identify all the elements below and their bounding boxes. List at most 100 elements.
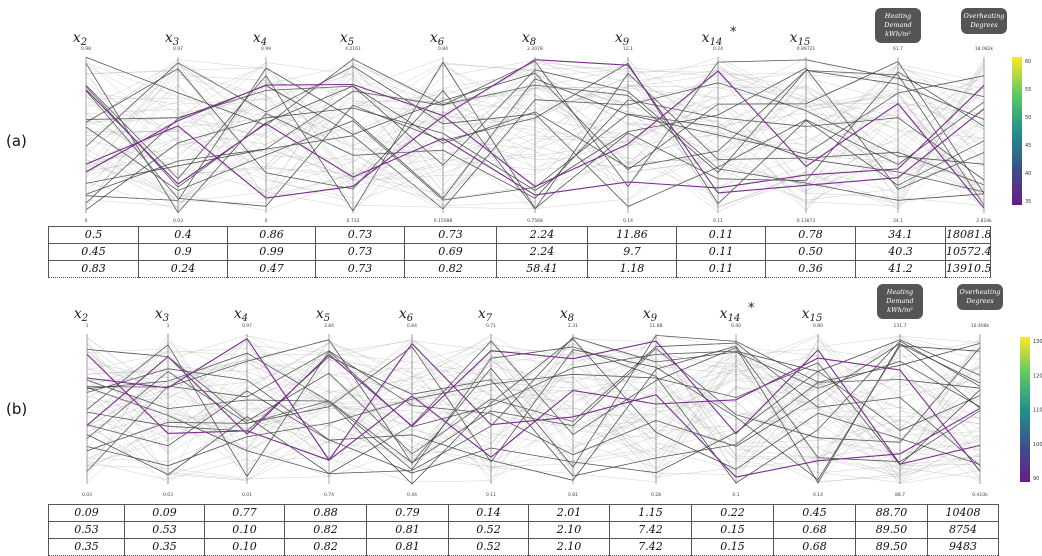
axis-top-tick: 0.97	[242, 323, 252, 329]
axis-title: x6	[430, 30, 445, 48]
solution-line	[86, 334, 981, 461]
axis-title: x15	[790, 30, 811, 48]
axis-top-tick: 3.84	[324, 323, 334, 329]
axis-title: x7	[478, 306, 493, 324]
solution-line	[86, 343, 981, 459]
table-cell: 10408	[927, 504, 999, 522]
table-cell: 0.4	[138, 226, 228, 244]
solution-line	[86, 334, 981, 469]
solution-line	[86, 339, 981, 478]
solution-line	[86, 348, 981, 481]
axis-title: x8	[560, 306, 574, 324]
output-label-line: Degrees	[965, 297, 994, 305]
axis-bottom-tick: 0.7568	[527, 218, 543, 224]
axis-title: x3	[155, 306, 169, 324]
axis-title: x15	[802, 306, 823, 324]
axis-top-tick: 61.7	[893, 46, 903, 52]
solution-line	[86, 338, 981, 485]
solution-line	[86, 353, 981, 475]
table-cell: 0.36	[765, 260, 856, 278]
axis-bottom-tick: 0.74	[324, 492, 334, 498]
table-row: 0.35 0.35 0.10 0.82 0.81 0.52 2.10 7.42 0.15 0.68…	[48, 538, 999, 556]
table-cell: 1.15	[609, 504, 692, 522]
solution-line	[86, 336, 981, 466]
axis-bottom-tick: 0.11	[713, 218, 723, 224]
axis-x5: x53.84 0.74	[316, 306, 334, 498]
table-cell: 0.79	[366, 504, 449, 522]
table-cell: 40.3	[855, 243, 946, 261]
colorbar-tick: 90	[1033, 476, 1039, 482]
table-cell: 0.9	[138, 243, 228, 261]
table-cell: 0.11	[676, 226, 766, 244]
axis-bottom-tick: 0.732	[347, 218, 360, 224]
table-cell: 0.82	[284, 521, 367, 539]
table-cell: 7.42	[609, 538, 692, 556]
axis-top-tick: 0.99	[261, 46, 271, 52]
table-cell: 0.81	[366, 538, 449, 556]
axis-bottom-tick: 0.11	[486, 492, 496, 498]
colorbar-tick: 120	[1033, 373, 1042, 379]
solution-line	[86, 345, 981, 481]
axis-bottom-tick: 0.410k	[972, 492, 988, 498]
table-cell: 0.45	[773, 504, 856, 522]
solution-line	[86, 340, 981, 459]
table-cell: 9.7	[587, 243, 677, 261]
table-cell: 0.15	[691, 521, 774, 539]
table-cell: 0.81	[366, 521, 449, 539]
table-cell: 2.01	[528, 504, 610, 522]
solution-line	[86, 334, 981, 477]
table-cell: 0.68	[773, 538, 856, 556]
table-cell: 13910.5	[945, 260, 991, 278]
table-cell: 0.78	[765, 226, 856, 244]
table-cell: 89.50	[855, 521, 928, 539]
solution-line	[86, 348, 981, 471]
solution-line	[86, 353, 981, 476]
output-label-line: Heating	[884, 12, 911, 20]
table-cell: 0.88	[284, 504, 367, 522]
solution-line	[86, 337, 981, 480]
colorbar: 130 120 110 100 90	[1020, 337, 1042, 482]
table-cell: 9483	[927, 538, 999, 556]
axis-top-tick: 0.97	[173, 46, 183, 52]
table-cell: 0.5	[48, 226, 139, 244]
solution-line	[86, 335, 981, 479]
axis-title: x8	[522, 30, 536, 48]
panel-b: (b) x2 1 0.03 x3 1 0.03 x4 0.97 0.01 x5 3.84 0.74 x6…	[0, 282, 1042, 556]
solution-line	[86, 348, 981, 483]
colorbar-tick: 130	[1033, 339, 1042, 345]
solution-line	[86, 342, 981, 478]
table-cell: 0.50	[765, 243, 856, 261]
solution-line	[86, 341, 981, 474]
solution-line	[86, 362, 981, 467]
axis-top-tick: 1	[86, 323, 89, 329]
table-cell: 0.83	[48, 260, 139, 278]
table-cell: 89.50	[855, 538, 928, 556]
solution-line	[86, 356, 981, 485]
table-cell: 0.10	[204, 521, 285, 539]
axis-top-tick: 0.80	[813, 323, 823, 329]
axis-top-tick: 12.1	[623, 46, 633, 52]
axis-bottom-tick: 0.03	[82, 492, 92, 498]
table-cell: 0.82	[404, 260, 497, 278]
solution-line	[86, 356, 981, 466]
solution-line	[86, 340, 981, 480]
highlighted-solution-line	[86, 337, 981, 478]
solution-line	[86, 350, 981, 464]
table-cell: 0.47	[227, 260, 316, 278]
solution-line	[86, 337, 981, 479]
axis-bottom-tick: 0	[85, 218, 88, 224]
table-cell: 0.99	[227, 243, 316, 261]
axis-x3: x30.97 0.03	[165, 30, 183, 224]
axis-bottom-tick: 2.824k	[976, 218, 992, 224]
table-cell: 8754	[927, 521, 999, 539]
axis-title: x14	[702, 30, 723, 48]
axis-bottom-tick: 0.81	[568, 492, 578, 498]
colorbar-tick: 60	[1025, 59, 1031, 65]
solution-lines	[86, 334, 981, 485]
axis-star: *	[748, 301, 755, 316]
output-label-line: Heating	[886, 288, 913, 296]
